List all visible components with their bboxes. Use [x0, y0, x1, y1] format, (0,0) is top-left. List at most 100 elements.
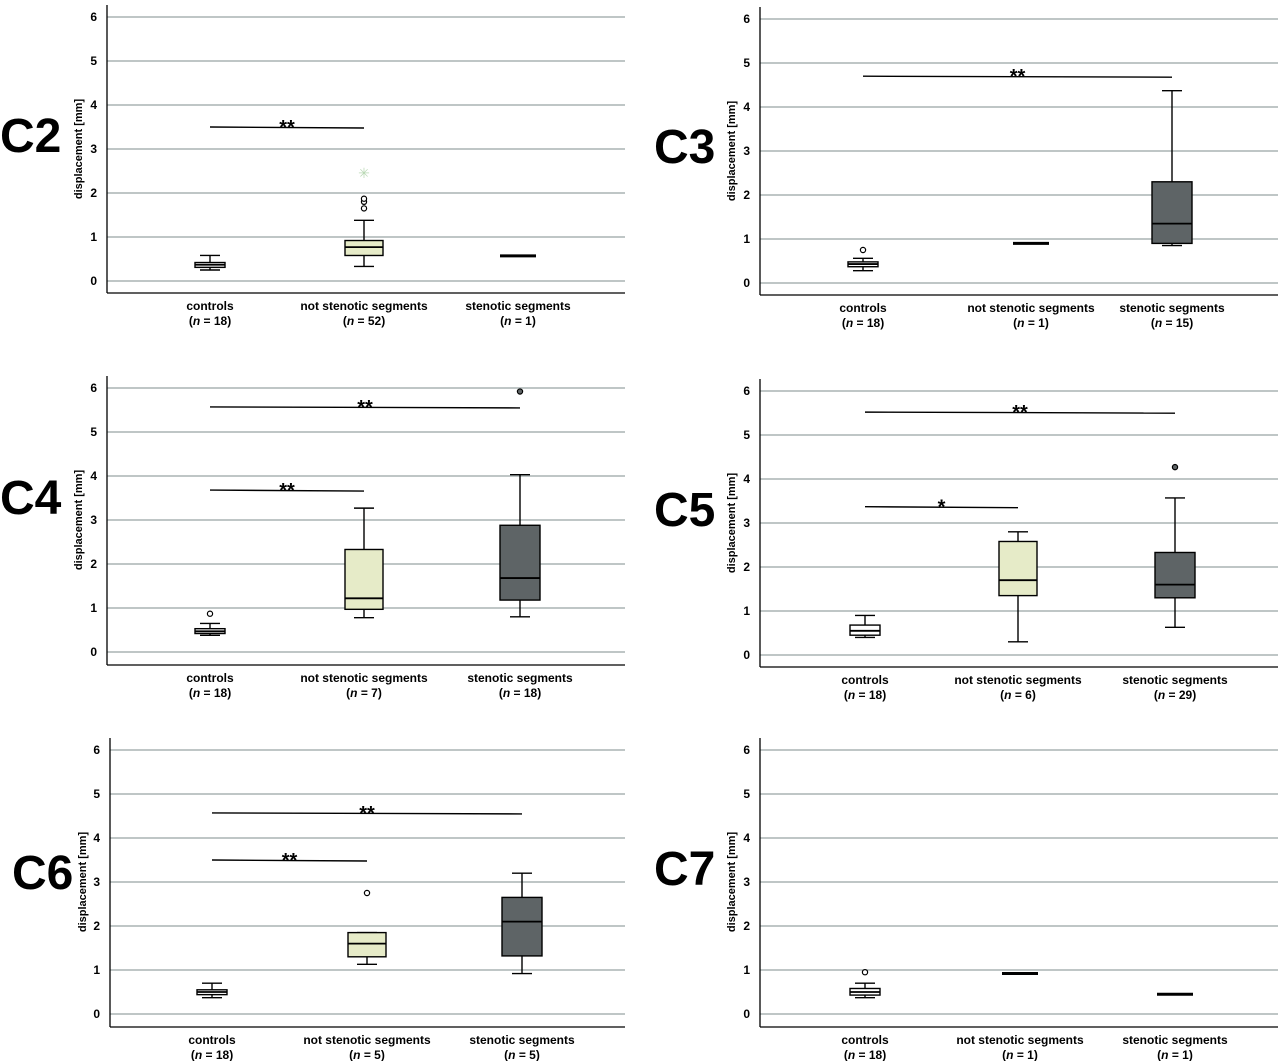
category-label: stenotic segments — [467, 671, 573, 685]
box-0 — [196, 982, 228, 999]
y-tick-label: 0 — [743, 276, 750, 290]
panel-label: C4 — [0, 472, 62, 525]
y-axis-label: displacement [mm] — [73, 99, 85, 200]
box-0 — [194, 254, 226, 271]
y-axis-label: displacement [mm] — [77, 832, 89, 933]
y-tick-label: 0 — [743, 1007, 750, 1021]
box-iqr — [998, 540, 1038, 597]
category-n-label: (n = 29) — [1154, 688, 1196, 702]
box-1: ✳ — [344, 165, 384, 268]
category-n-label: (n = 18) — [189, 314, 231, 328]
panel-label: C5 — [654, 484, 715, 537]
y-tick-label: 5 — [90, 425, 97, 439]
y-tick-label: 0 — [90, 274, 97, 288]
panel-label: C3 — [654, 121, 715, 174]
y-tick-label: 3 — [743, 144, 750, 158]
box-1 — [344, 507, 384, 619]
y-axis-label: displacement [mm] — [73, 470, 85, 571]
panel-label: C7 — [654, 843, 715, 896]
category-n-label: (n = 7) — [346, 686, 382, 700]
outlier-point — [516, 388, 524, 395]
category-label: stenotic segments — [465, 299, 571, 313]
category-label: controls — [188, 1033, 236, 1047]
extreme-point: ✳ — [358, 165, 370, 181]
y-tick-label: 2 — [743, 188, 750, 202]
significance-label: ** — [359, 803, 375, 825]
y-tick-label: 4 — [743, 472, 750, 486]
y-tick-label: 2 — [90, 557, 97, 571]
outlier-point — [859, 246, 867, 254]
y-tick-label: 6 — [743, 743, 750, 757]
category-n-label: (n = 1) — [1157, 1048, 1193, 1061]
outlier-point — [1171, 463, 1179, 471]
y-tick-label: 5 — [743, 428, 750, 442]
box-1 — [347, 889, 387, 965]
significance-bar — [209, 406, 521, 409]
y-tick-label: 0 — [743, 648, 750, 662]
y-tick-label: 2 — [93, 919, 100, 933]
category-n-label: (n = 18) — [844, 688, 886, 702]
category-n-label: (n = 15) — [1151, 316, 1193, 330]
category-label: controls — [186, 299, 234, 313]
outlier-point — [206, 610, 214, 617]
category-label: controls — [186, 671, 234, 685]
box-1 — [998, 531, 1038, 643]
category-n-label: (n = 52) — [343, 314, 385, 328]
category-n-label: (n = 18) — [842, 316, 884, 330]
category-n-label: (n = 18) — [191, 1048, 233, 1061]
y-tick-label: 5 — [90, 54, 97, 68]
box-iqr — [501, 896, 543, 957]
category-n-label: (n = 18) — [189, 686, 231, 700]
category-label: not stenotic segments — [303, 1033, 431, 1047]
y-tick-label: 3 — [743, 875, 750, 889]
box-2 — [1154, 463, 1196, 628]
box-0 — [194, 610, 226, 636]
category-label: not stenotic segments — [300, 299, 428, 313]
y-tick-label: 1 — [743, 232, 750, 246]
significance-bar — [864, 411, 1176, 414]
y-tick-label: 5 — [743, 787, 750, 801]
y-tick-label: 4 — [743, 831, 750, 845]
significance-label: ** — [357, 397, 373, 419]
y-tick-label: 1 — [743, 604, 750, 618]
category-n-label: (n = 5) — [504, 1048, 540, 1061]
category-label: not stenotic segments — [954, 673, 1082, 687]
outlier-point — [861, 969, 869, 976]
panel-label: C6 — [12, 847, 73, 900]
outlier-point — [363, 889, 371, 897]
category-label: not stenotic segments — [967, 301, 1095, 315]
y-tick-label: 0 — [90, 645, 97, 659]
box-2 — [501, 872, 543, 975]
significance-label: ** — [1012, 402, 1028, 424]
category-n-label: (n = 18) — [844, 1048, 886, 1061]
panel-c5: 0 1 2 3 4 5 6 displacement [mm] C5 controls(n = 1… — [654, 379, 1278, 702]
significance-label: ** — [282, 850, 298, 872]
category-label: stenotic segments — [1119, 301, 1225, 315]
y-tick-label: 6 — [743, 384, 750, 398]
significance-label: ** — [279, 480, 295, 502]
significance-bar — [209, 126, 365, 129]
y-tick-label: 1 — [90, 230, 97, 244]
y-tick-label: 6 — [90, 381, 97, 395]
outlier-point — [360, 195, 368, 202]
category-label: stenotic segments — [1122, 673, 1228, 687]
significance-bar — [864, 506, 1019, 509]
box-iqr — [347, 931, 387, 958]
y-axis-label: displacement [mm] — [726, 473, 738, 574]
y-tick-label: 3 — [90, 142, 97, 156]
significance-label: ** — [279, 117, 295, 139]
significance-bar — [211, 859, 368, 862]
box-iqr — [499, 524, 541, 601]
significance-bar — [211, 812, 523, 815]
y-tick-label: 5 — [93, 787, 100, 801]
y-tick-label: 2 — [743, 560, 750, 574]
box-2 — [1151, 90, 1193, 247]
outlier-point — [360, 205, 368, 212]
category-n-label: (n = 1) — [1013, 316, 1049, 330]
category-label: controls — [839, 301, 887, 315]
category-n-label: (n = 5) — [349, 1048, 385, 1061]
significance-bar — [862, 75, 1173, 78]
